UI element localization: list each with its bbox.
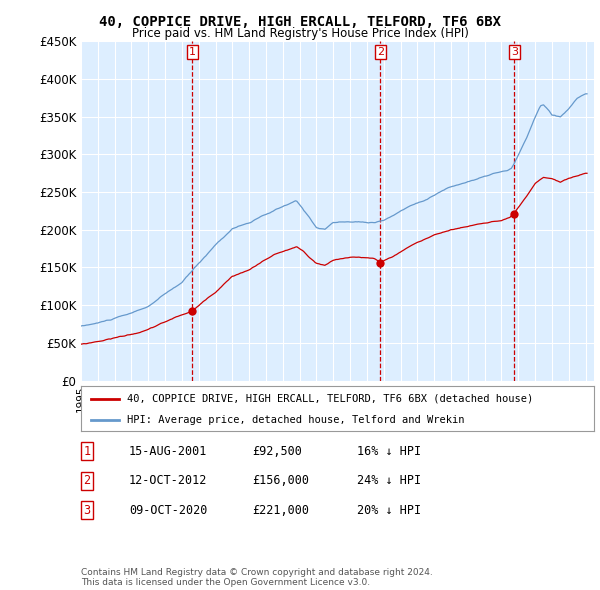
Text: 1: 1 [189,47,196,57]
Text: 09-OCT-2020: 09-OCT-2020 [129,504,208,517]
Text: 12-OCT-2012: 12-OCT-2012 [129,474,208,487]
Text: 24% ↓ HPI: 24% ↓ HPI [357,474,421,487]
Text: 40, COPPICE DRIVE, HIGH ERCALL, TELFORD, TF6 6BX: 40, COPPICE DRIVE, HIGH ERCALL, TELFORD,… [99,15,501,29]
Text: Price paid vs. HM Land Registry's House Price Index (HPI): Price paid vs. HM Land Registry's House … [131,27,469,40]
Text: £156,000: £156,000 [252,474,309,487]
Text: 3: 3 [83,504,91,517]
Text: 3: 3 [511,47,518,57]
Text: 20% ↓ HPI: 20% ↓ HPI [357,504,421,517]
Text: 2: 2 [377,47,384,57]
Text: Contains HM Land Registry data © Crown copyright and database right 2024.
This d: Contains HM Land Registry data © Crown c… [81,568,433,587]
Text: 40, COPPICE DRIVE, HIGH ERCALL, TELFORD, TF6 6BX (detached house): 40, COPPICE DRIVE, HIGH ERCALL, TELFORD,… [127,394,533,404]
Text: 2: 2 [83,474,91,487]
Text: 16% ↓ HPI: 16% ↓ HPI [357,445,421,458]
Text: HPI: Average price, detached house, Telford and Wrekin: HPI: Average price, detached house, Telf… [127,415,464,425]
Text: £221,000: £221,000 [252,504,309,517]
Text: £92,500: £92,500 [252,445,302,458]
Text: 1: 1 [83,445,91,458]
Text: 15-AUG-2001: 15-AUG-2001 [129,445,208,458]
